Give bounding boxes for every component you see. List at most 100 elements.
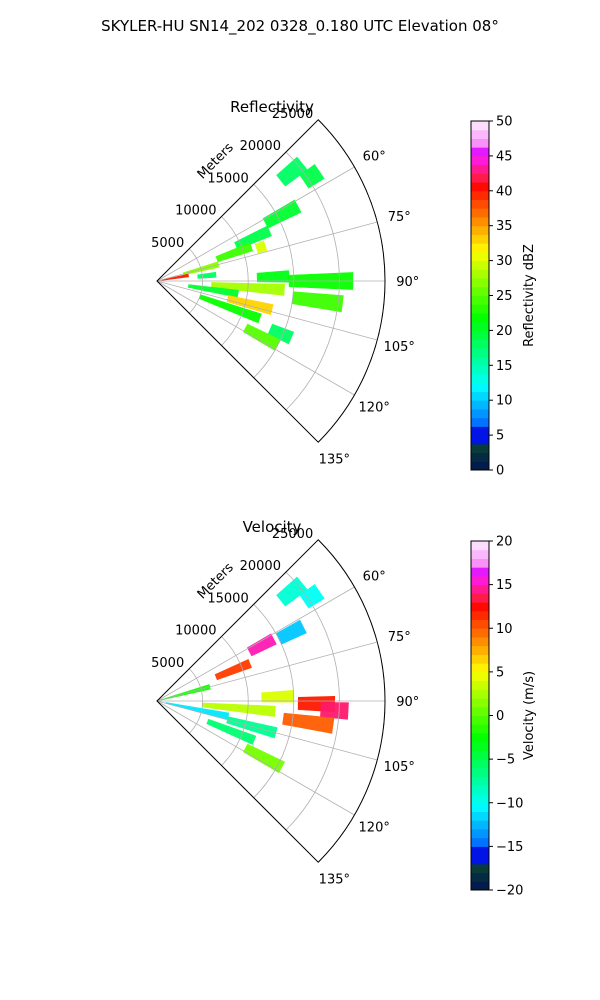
- echo-cell-16: [267, 323, 295, 345]
- velocity-colorbar: −20 −15 −10 −5 0 5 10 15 20 Velocity (m/s): [470, 535, 537, 899]
- azimuth-tick-label-4: 120°: [359, 820, 390, 835]
- colorbar-tick-label-7: 35: [496, 219, 513, 234]
- colorbar-band-30: [471, 199, 489, 209]
- colorbar-band-34: [471, 584, 489, 594]
- range-tick-label-0: 5000: [151, 656, 184, 671]
- colorbar-band-12: [471, 776, 489, 786]
- colorbar-band-29: [471, 208, 489, 218]
- colorbar-tick-label-6: 30: [496, 254, 513, 269]
- azimuth-spoke-3: [156, 280, 378, 341]
- colorbar-band-7: [471, 820, 489, 830]
- colorbar-band-3: [471, 435, 489, 445]
- colorbar-tick-label-0: −20: [496, 884, 523, 899]
- colorbar-band-16: [471, 741, 489, 751]
- colorbar-band-22: [471, 689, 489, 699]
- echo-cell-8: [320, 702, 349, 720]
- reflectivity-panel: Reflectivity 500010000150002000025000Met…: [151, 98, 537, 479]
- azimuth-spoke-0: [156, 166, 355, 282]
- range-tick-label-2: 15000: [207, 591, 248, 606]
- colorbar-tick-label-5: 5: [496, 665, 504, 680]
- colorbar-band-14: [471, 759, 489, 769]
- colorbar-tick-label-8: 40: [496, 184, 513, 199]
- colorbar-band-34: [471, 164, 489, 174]
- colorbar-tick-label-3: 15: [496, 359, 513, 374]
- colorbar-band-1: [471, 452, 489, 462]
- colorbar-band-11: [471, 365, 489, 375]
- colorbar-tick-label-9: 45: [496, 149, 513, 164]
- azimuth-tick-label-2: 90°: [396, 275, 419, 290]
- colorbar-band-25: [471, 663, 489, 673]
- colorbar-band-33: [471, 593, 489, 603]
- colorbar-band-1: [471, 872, 489, 882]
- colorbar-band-8: [471, 811, 489, 821]
- colorbar-band-14: [471, 339, 489, 349]
- echo-cell-4: [215, 242, 254, 263]
- colorbar-band-15: [471, 750, 489, 760]
- colorbar-tick-label-4: 0: [496, 709, 504, 724]
- colorbar-tick-label-2: −10: [496, 796, 523, 811]
- colorbar-band-32: [471, 602, 489, 612]
- colorbar-band-30: [471, 619, 489, 629]
- echo-cell-4: [214, 658, 252, 681]
- azimuth-tick-label-1: 75°: [388, 630, 411, 645]
- colorbar-band-36: [471, 567, 489, 577]
- echo-cell-2: [246, 633, 277, 657]
- colorbar-band-36: [471, 147, 489, 157]
- colorbar-tick-label-0: 0: [496, 464, 504, 479]
- colorbar-band-25: [471, 243, 489, 253]
- azimuth-tick-label-0: 60°: [363, 570, 386, 585]
- colorbar-band-6: [471, 408, 489, 419]
- echo-cell-9: [256, 270, 290, 283]
- echo-cell-13: [206, 718, 257, 745]
- colorbar-tick-label-10: 50: [496, 115, 513, 130]
- colorbar-band-9: [471, 382, 489, 392]
- echo-cell-12: [291, 291, 344, 313]
- colorbar-band-13: [471, 347, 489, 358]
- range-tick-label-3: 20000: [240, 139, 281, 154]
- range-tick-label-1: 10000: [175, 204, 216, 219]
- colorbar-band-39: [471, 121, 489, 131]
- colorbar-label: Reflectivity dBZ: [522, 244, 537, 347]
- echo-cell-2: [262, 199, 302, 229]
- echo-cell-14: [243, 743, 286, 774]
- echo-cell-7: [161, 273, 189, 281]
- azimuth-tick-label-0: 60°: [363, 150, 386, 165]
- azimuth-spoke-0: [156, 586, 355, 702]
- colorbar-band-11: [471, 785, 489, 795]
- colorbar-label: Velocity (m/s): [522, 671, 537, 760]
- colorbar-tick-label-2: 10: [496, 394, 513, 409]
- colorbar-tick-label-7: 15: [496, 578, 513, 593]
- colorbar-band-28: [471, 636, 489, 647]
- colorbar-band-28: [471, 216, 489, 227]
- colorbar-band-22: [471, 269, 489, 279]
- echo-cell-3: [234, 225, 272, 250]
- azimuth-tick-label-5: 135°: [319, 872, 350, 887]
- sector-frame: [156, 539, 386, 863]
- azimuth-spoke-4: [156, 280, 355, 396]
- colorbar-band-7: [471, 400, 489, 410]
- colorbar-band-2: [471, 443, 489, 454]
- range-tick-label-4: 25000: [272, 107, 313, 122]
- colorbar-band-3: [471, 855, 489, 865]
- sector-frame: [156, 119, 386, 443]
- range-tick-label-0: 5000: [151, 236, 184, 251]
- echo-cell-12: [226, 716, 278, 739]
- velocity-title: Velocity: [243, 518, 302, 536]
- colorbar-band-27: [471, 225, 489, 235]
- colorbar-band-39: [471, 541, 489, 551]
- colorbar-band-20: [471, 286, 489, 296]
- azimuth-spoke-3: [156, 700, 378, 761]
- colorbar-band-24: [471, 251, 489, 262]
- colorbar-band-33: [471, 173, 489, 183]
- colorbar-band-31: [471, 190, 489, 201]
- colorbar-band-18: [471, 304, 489, 314]
- azimuth-tick-label-4: 120°: [359, 400, 390, 415]
- echo-cell-1: [299, 163, 325, 189]
- reflectivity-title: Reflectivity: [230, 98, 314, 116]
- colorbar-band-35: [471, 575, 489, 586]
- colorbar-band-0: [471, 461, 489, 471]
- colorbar-band-8: [471, 391, 489, 401]
